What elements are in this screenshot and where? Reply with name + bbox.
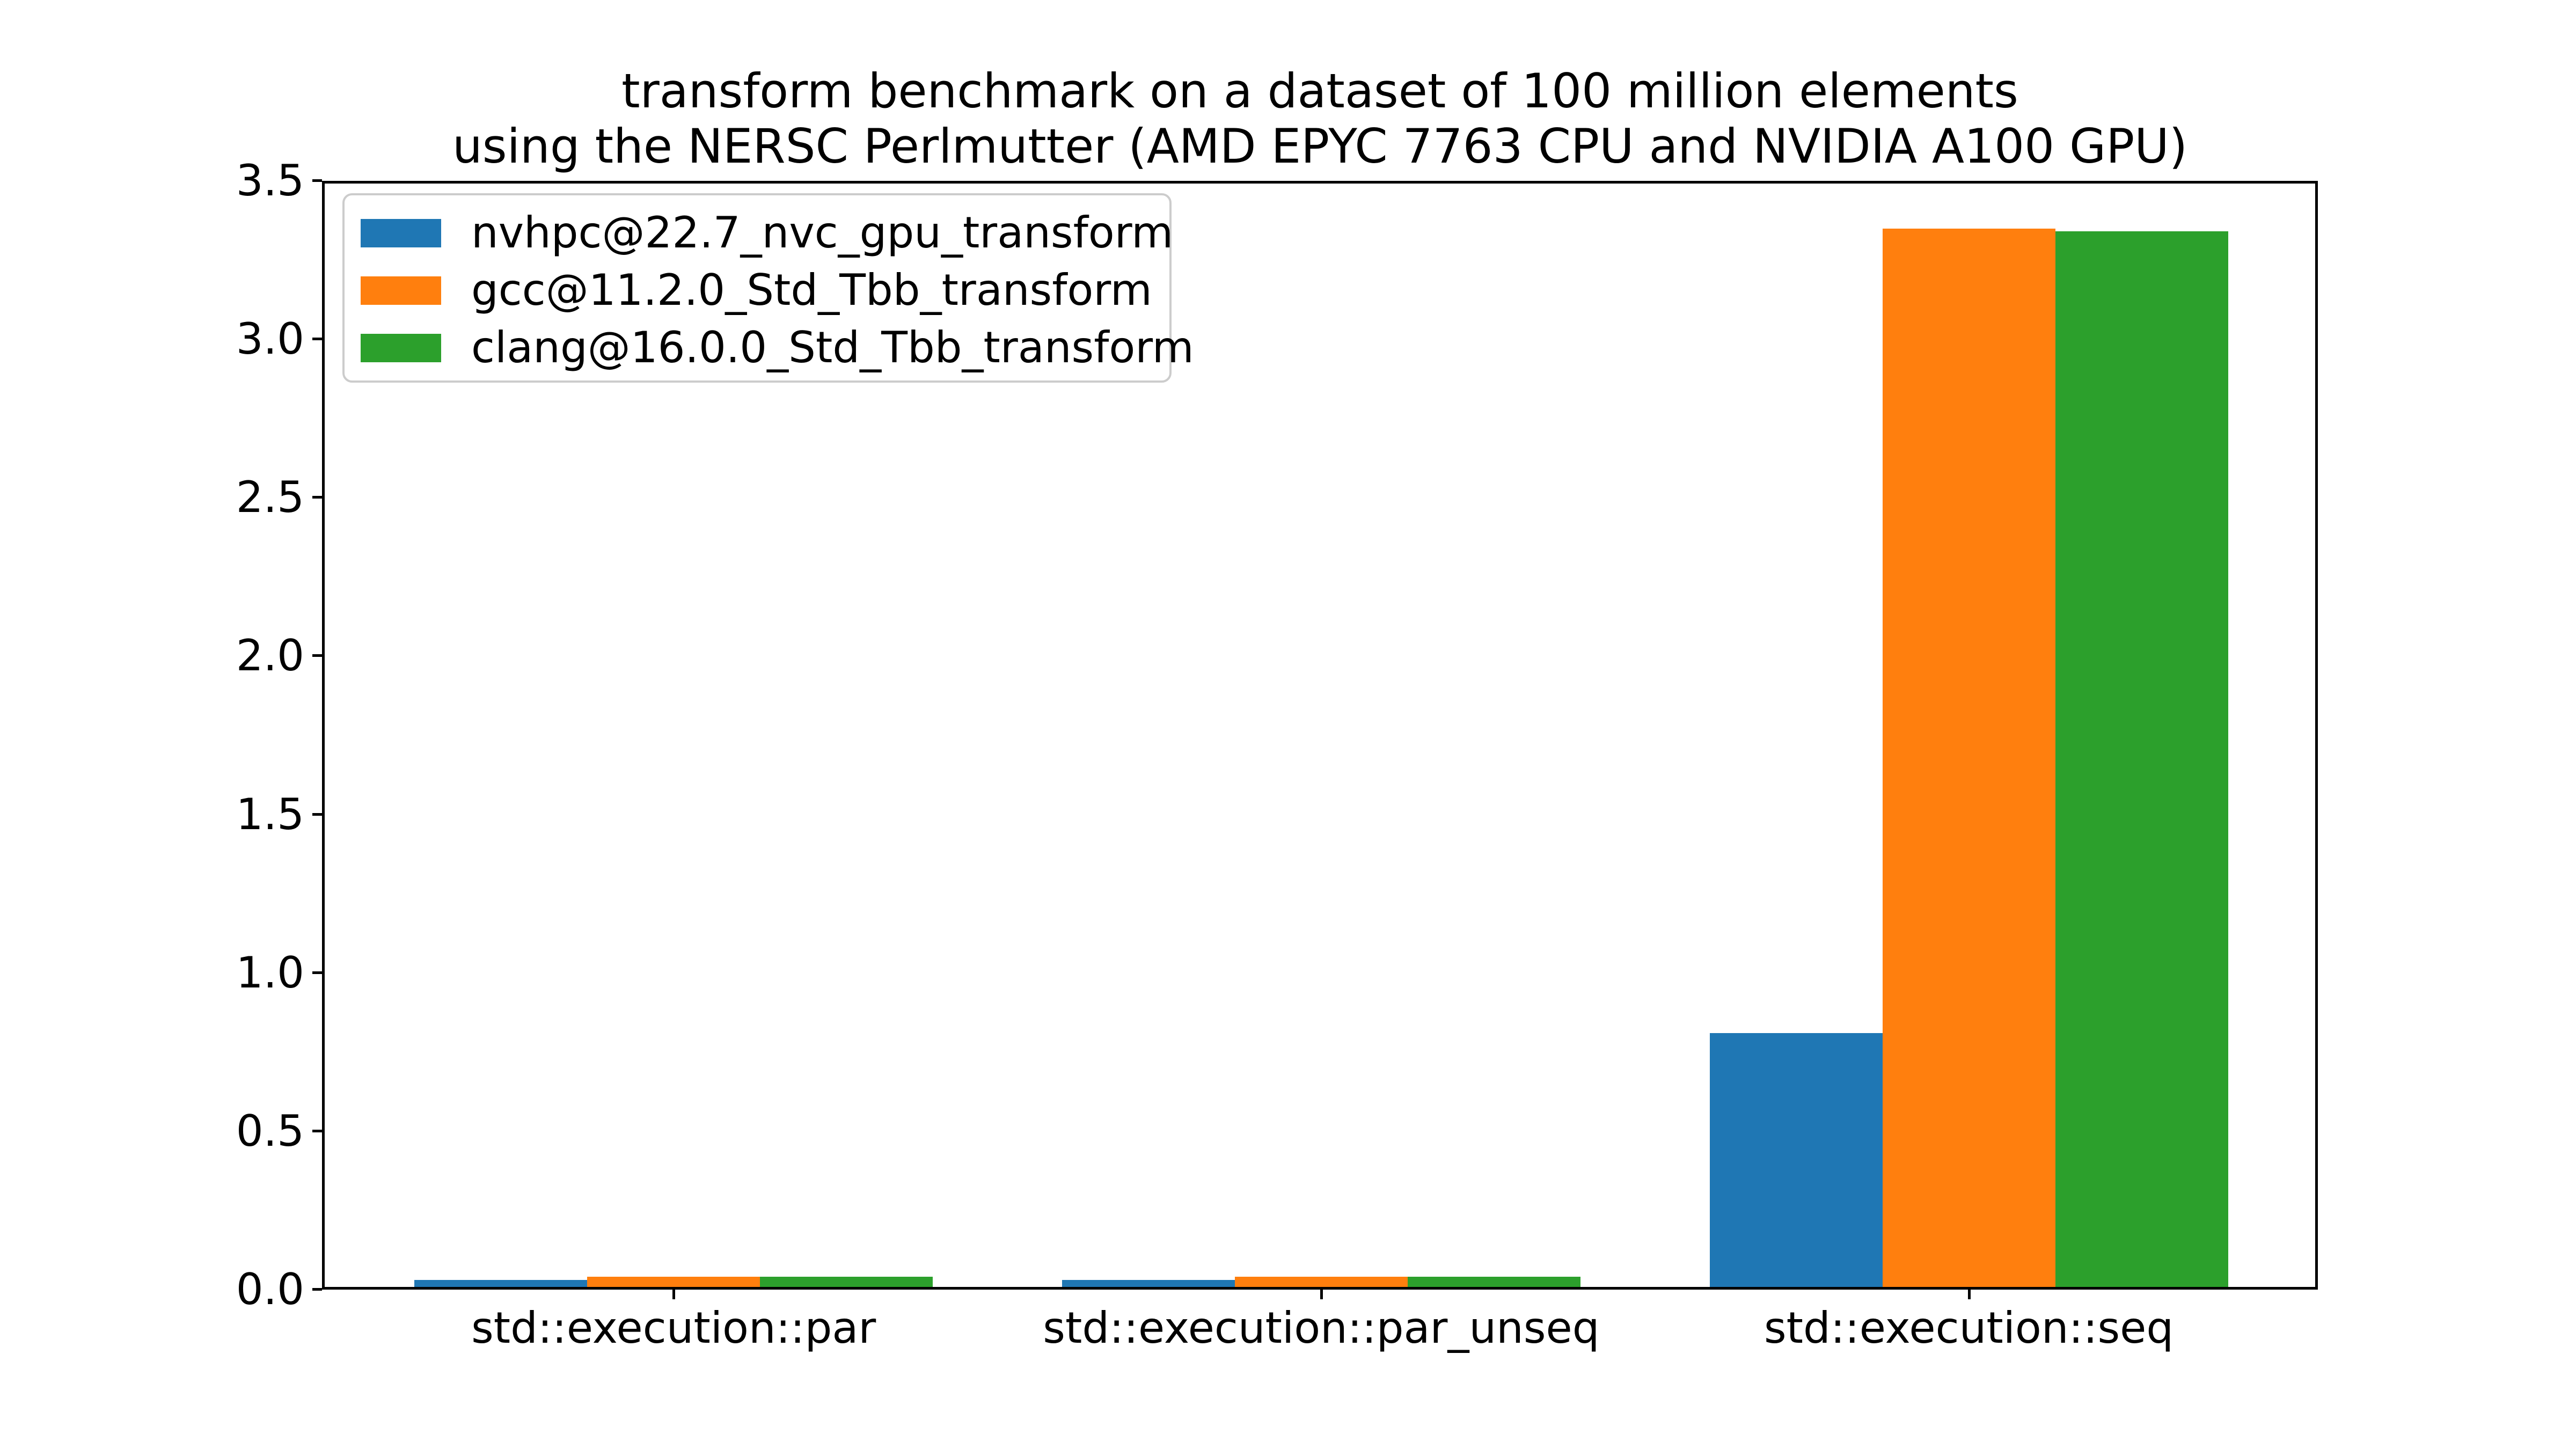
bar-gcc@11.2.0_Std_Tbb_transform-std::execution::par_unseq bbox=[1234, 1277, 1408, 1288]
chart-title-line2: using the NERSC Perlmutter (AMD EPYC 776… bbox=[452, 119, 2188, 174]
y-tick-mark bbox=[312, 971, 322, 974]
x-tick-mark bbox=[1967, 1290, 1971, 1299]
legend: nvhpc@22.7_nvc_gpu_transform gcc@11.2.0_S… bbox=[342, 193, 1194, 383]
bar-nvhpc@22.7_nvc_gpu_transform-std::execution::par bbox=[414, 1280, 588, 1288]
x-tick-mark bbox=[1320, 1290, 1323, 1299]
legend-label: clang@16.0.0_Std_Tbb_transform bbox=[471, 323, 1194, 372]
y-tick-mark bbox=[312, 1129, 322, 1132]
y-tick-label: 0.5 bbox=[236, 1106, 304, 1156]
legend-item: gcc@11.2.0_Std_Tbb_transform bbox=[361, 269, 1169, 312]
y-tick-label: 0.0 bbox=[236, 1264, 304, 1314]
y-tick-mark bbox=[312, 496, 322, 499]
y-tick-label: 1.0 bbox=[236, 947, 304, 998]
legend-swatch bbox=[361, 218, 441, 247]
y-tick-mark bbox=[312, 179, 322, 182]
bar-clang@16.0.0_Std_Tbb_transform-std::execution::par_unseq bbox=[1407, 1277, 1580, 1288]
legend-label: gcc@11.2.0_Std_Tbb_transform bbox=[471, 265, 1152, 315]
y-tick-mark bbox=[312, 1288, 322, 1291]
bar-nvhpc@22.7_nvc_gpu_transform-std::execution::par_unseq bbox=[1062, 1280, 1235, 1288]
y-tick-mark bbox=[312, 813, 322, 816]
x-tick-label: std::execution::seq bbox=[1764, 1303, 2174, 1353]
y-tick-label: 3.0 bbox=[236, 314, 304, 364]
x-tick-label: std::execution::par bbox=[471, 1303, 876, 1353]
legend-swatch bbox=[361, 276, 441, 305]
y-tick-label: 2.5 bbox=[236, 472, 304, 523]
x-tick-label: std::execution::par_unseq bbox=[1043, 1303, 1600, 1353]
y-tick-mark bbox=[312, 654, 322, 657]
chart-title-line1: transform benchmark on a dataset of 100 … bbox=[621, 63, 2018, 119]
bar-nvhpc@22.7_nvc_gpu_transform-std::execution::seq bbox=[1709, 1033, 1883, 1288]
legend-swatch bbox=[361, 333, 441, 362]
y-tick-label: 3.5 bbox=[236, 156, 304, 206]
bar-clang@16.0.0_Std_Tbb_transform-std::execution::seq bbox=[2055, 231, 2228, 1288]
y-tick-mark bbox=[312, 338, 322, 341]
bar-gcc@11.2.0_Std_Tbb_transform-std::execution::seq bbox=[1882, 228, 2055, 1288]
bar-gcc@11.2.0_Std_Tbb_transform-std::execution::par bbox=[587, 1277, 760, 1288]
legend-label: nvhpc@22.7_nvc_gpu_transform bbox=[471, 208, 1174, 258]
legend-item: nvhpc@22.7_nvc_gpu_transform bbox=[361, 211, 1173, 254]
x-tick-mark bbox=[672, 1290, 676, 1299]
bar-clang@16.0.0_Std_Tbb_transform-std::execution::par bbox=[760, 1277, 933, 1288]
y-tick-label: 1.5 bbox=[236, 789, 304, 839]
chart-title: transform benchmark on a dataset of 100 … bbox=[322, 63, 2318, 174]
y-tick-label: 2.0 bbox=[236, 631, 304, 681]
legend-item: clang@16.0.0_Std_Tbb_transform bbox=[361, 326, 1194, 369]
